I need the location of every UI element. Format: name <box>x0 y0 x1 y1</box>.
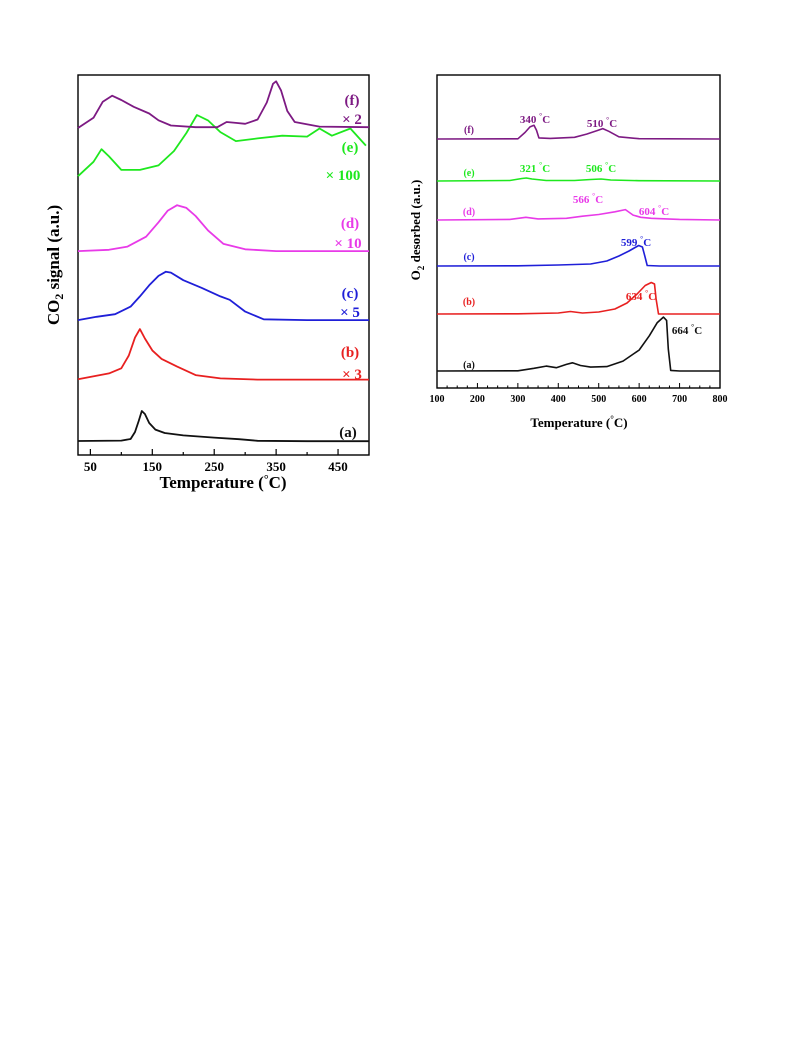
right-series-line <box>436 244 720 267</box>
left-panel: 50 150 250 350 450 (a) (b) × 3 (c) × 5 (d) × 10 (e)… <box>44 74 370 492</box>
right-curves <box>436 124 721 372</box>
left-x-tick-label: 250 <box>204 459 224 474</box>
left-series-line <box>77 328 369 381</box>
right-x-tick-label: 500 <box>591 394 606 405</box>
left-plot-frame <box>77 74 370 456</box>
left-series-line <box>77 204 369 252</box>
right-x-tick-label: 800 <box>713 394 728 405</box>
left-series-line <box>77 80 370 129</box>
right-panel: 100 200 300 400 500 600 700 800 (a) (b) (c) (d) (e)… <box>408 74 728 430</box>
right-series-label: (e) <box>463 168 474 179</box>
right-x-tick-label: 400 <box>551 394 566 405</box>
left-x-tick-label: 450 <box>328 459 348 474</box>
right-series-label: (f) <box>464 125 474 136</box>
right-series-line <box>436 281 720 315</box>
right-series-line <box>436 208 721 221</box>
right-peak-annotation: 321 °C <box>520 160 550 175</box>
left-x-tick-label: 50 <box>84 459 97 474</box>
right-peak-annotation: 634 °C <box>626 288 656 303</box>
left-series-label: (f) <box>345 93 360 109</box>
left-curves <box>77 80 370 443</box>
right-x-tick-label: 200 <box>470 394 485 405</box>
left-series-label: (d) <box>341 216 359 232</box>
right-x-tick-label: 600 <box>632 394 647 405</box>
left-series-multiplier: × 100 <box>326 168 361 184</box>
right-x-tick-label: 100 <box>430 394 445 405</box>
left-x-ticks: 50 150 250 350 450 <box>84 449 348 474</box>
right-x-tick-label: 700 <box>672 394 687 405</box>
right-series-label: (a) <box>463 360 475 371</box>
right-y-axis-label: O2 desorbed (a.u.) <box>408 180 426 281</box>
right-peak-annotations: 340 °C 510 °C 321 °C 506 °C 566 °C 604 °C 599 … <box>520 111 702 337</box>
right-peak-annotation: 664 °C <box>672 322 702 337</box>
right-peak-annotation: 599 °C <box>621 234 651 249</box>
left-series-labels: (a) (b) × 3 (c) × 5 (d) × 10 (e) × 100 (f) × 2 <box>326 93 362 441</box>
right-peak-annotation: 340 °C <box>520 111 550 126</box>
right-series-labels: (a) (b) (c) (d) (e) (f) <box>463 125 475 371</box>
right-x-tick-label: 300 <box>510 394 525 405</box>
left-series-multiplier: × 3 <box>342 367 362 383</box>
left-series-line <box>77 114 367 177</box>
right-peak-annotation: 604 °C <box>639 203 669 218</box>
right-x-axis-label: Temperature (°C) <box>530 414 627 430</box>
right-peak-annotation: 566 °C <box>573 191 603 206</box>
right-series-line <box>436 177 721 182</box>
right-series-label: (b) <box>463 297 475 308</box>
right-peak-annotation: 510 °C <box>587 115 617 130</box>
left-series-line <box>77 270 369 321</box>
right-plot-frame <box>436 74 721 389</box>
right-peak-annotation: 506 °C <box>586 160 616 175</box>
left-series-label: (c) <box>342 286 359 302</box>
right-series-label: (c) <box>463 252 474 263</box>
left-series-multiplier: × 2 <box>342 112 362 128</box>
left-x-tick-label: 350 <box>266 459 286 474</box>
left-series-label: (e) <box>342 140 359 156</box>
left-y-axis-label: CO2 signal (a.u.) <box>44 205 66 325</box>
left-x-axis-label: Temperature (°C) <box>159 472 286 492</box>
left-series-label: (a) <box>339 425 357 441</box>
right-series-line <box>436 124 721 140</box>
left-series-multiplier: × 10 <box>334 236 361 252</box>
left-series-label: (b) <box>341 345 359 361</box>
left-x-tick-label: 150 <box>143 459 163 474</box>
left-series-multiplier: × 5 <box>340 305 360 321</box>
right-series-label: (d) <box>463 207 475 218</box>
right-x-ticks: 100 200 300 400 500 600 700 800 <box>430 383 728 405</box>
right-series-line <box>436 316 720 372</box>
left-series-line <box>77 410 369 443</box>
